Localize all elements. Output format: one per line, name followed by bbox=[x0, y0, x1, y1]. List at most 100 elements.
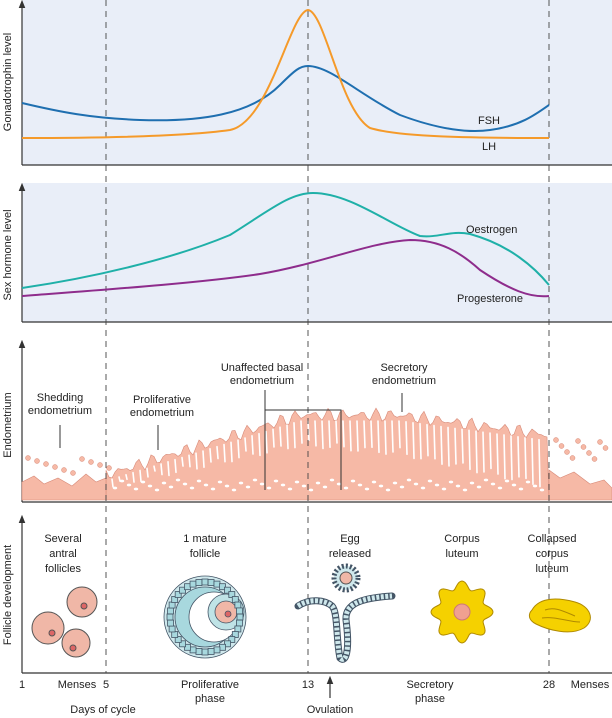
gland bbox=[244, 437, 247, 452]
panel-bg bbox=[22, 183, 612, 322]
gland bbox=[490, 482, 496, 486]
gland bbox=[363, 420, 366, 449]
gland bbox=[315, 481, 321, 485]
cell bbox=[167, 619, 174, 627]
gland bbox=[321, 420, 324, 450]
gland bbox=[126, 483, 132, 487]
gland bbox=[245, 485, 251, 489]
region-label: Shedding endometrium bbox=[28, 392, 92, 417]
cell bbox=[171, 631, 179, 638]
gland bbox=[371, 480, 377, 484]
gland bbox=[231, 488, 237, 492]
gland bbox=[237, 439, 240, 459]
gland bbox=[125, 474, 128, 481]
y-label: Sex hormone level bbox=[2, 209, 14, 300]
cell bbox=[166, 613, 174, 621]
fragment bbox=[580, 444, 587, 450]
stage-label: Several antral follicles bbox=[44, 533, 81, 575]
gland bbox=[209, 448, 212, 463]
cell bbox=[234, 625, 242, 633]
ovulation bbox=[294, 563, 396, 663]
cell bbox=[207, 648, 215, 655]
cell bbox=[171, 596, 179, 603]
lh-curve bbox=[21, 8, 550, 139]
gland bbox=[469, 481, 475, 485]
y-label: Follicle development bbox=[2, 545, 14, 645]
gland bbox=[461, 428, 464, 464]
part: Several bbox=[44, 533, 81, 545]
part: Secretory bbox=[380, 362, 428, 374]
part: 1 mature bbox=[183, 533, 226, 545]
gland bbox=[196, 479, 202, 483]
gland bbox=[203, 483, 209, 487]
x-tick-label: 28 bbox=[543, 679, 555, 691]
gland bbox=[475, 430, 478, 474]
cell bbox=[231, 631, 239, 638]
gland bbox=[293, 422, 296, 449]
cell bbox=[213, 646, 221, 654]
part bbox=[69, 644, 77, 652]
gland bbox=[349, 420, 352, 452]
cell bbox=[234, 601, 242, 609]
gland bbox=[132, 471, 135, 483]
gland bbox=[434, 483, 440, 487]
gland bbox=[265, 430, 268, 454]
gland bbox=[112, 486, 118, 490]
gland bbox=[531, 437, 534, 486]
fragment bbox=[558, 443, 565, 449]
part: Collapsed bbox=[528, 533, 577, 545]
gland bbox=[139, 469, 142, 483]
fragment bbox=[106, 465, 112, 471]
part bbox=[294, 592, 396, 663]
region-label: Proliferative endometrium bbox=[130, 394, 194, 419]
gland bbox=[266, 486, 272, 490]
fragment bbox=[43, 461, 49, 467]
gland bbox=[251, 435, 254, 455]
gland bbox=[405, 421, 408, 456]
gland bbox=[307, 420, 310, 442]
gland bbox=[217, 480, 223, 484]
part: endometrium bbox=[28, 405, 92, 417]
x-tick-label: 5 bbox=[103, 679, 109, 691]
gland bbox=[147, 484, 153, 488]
gland bbox=[497, 486, 503, 490]
part: luteum bbox=[445, 548, 478, 560]
gland bbox=[329, 478, 335, 482]
panel-bg bbox=[22, 0, 612, 165]
gland bbox=[356, 420, 359, 452]
curve-label: Oestrogen bbox=[466, 224, 517, 236]
fragment bbox=[88, 459, 94, 465]
fragment bbox=[97, 462, 103, 468]
gland bbox=[300, 420, 303, 444]
part: luteum bbox=[535, 563, 568, 575]
gland bbox=[238, 481, 244, 485]
part: released bbox=[329, 548, 371, 560]
gland bbox=[161, 481, 167, 485]
cell bbox=[236, 613, 244, 621]
gland bbox=[503, 434, 506, 480]
cell bbox=[189, 646, 197, 654]
gland bbox=[468, 429, 471, 471]
gland bbox=[223, 443, 226, 463]
gland bbox=[532, 484, 538, 488]
part: Egg bbox=[340, 533, 360, 545]
part bbox=[541, 617, 581, 623]
gland bbox=[167, 461, 170, 477]
gland bbox=[364, 487, 370, 491]
cell bbox=[189, 580, 197, 588]
gland bbox=[272, 428, 275, 448]
gland bbox=[504, 479, 510, 483]
part: Shedding bbox=[37, 392, 84, 404]
gland bbox=[350, 479, 356, 483]
cell bbox=[195, 579, 203, 586]
cell bbox=[179, 586, 186, 594]
gland bbox=[454, 427, 457, 465]
cell bbox=[184, 643, 191, 651]
gland bbox=[111, 478, 114, 488]
shed-tissue bbox=[548, 469, 612, 501]
cell bbox=[207, 579, 215, 586]
gland bbox=[280, 483, 286, 487]
cell bbox=[219, 583, 226, 591]
part: endometrium bbox=[372, 375, 436, 387]
gland bbox=[182, 482, 188, 486]
